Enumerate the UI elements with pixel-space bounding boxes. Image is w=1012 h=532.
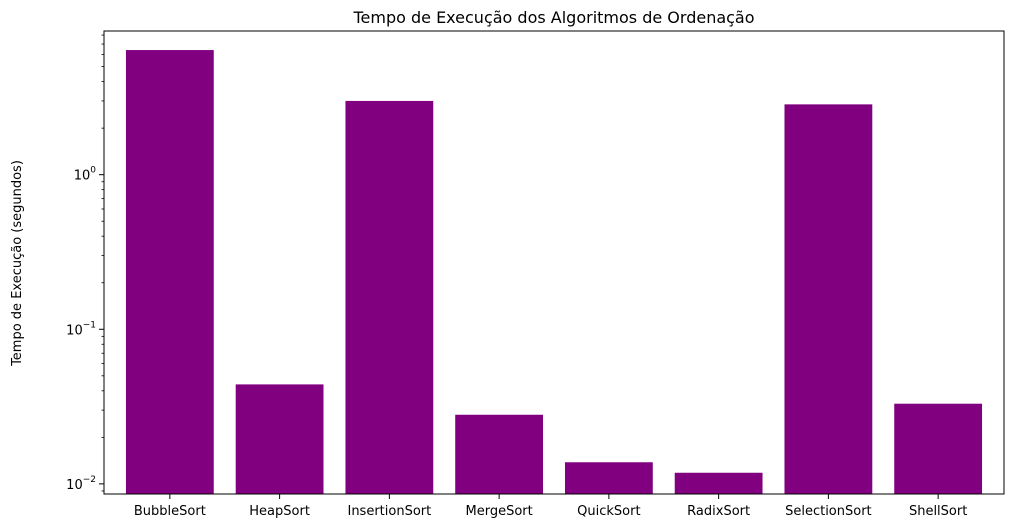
chart-title: Tempo de Execução dos Algoritmos de Orde…	[352, 8, 754, 27]
bar-shellsort	[894, 403, 983, 494]
x-tick-label: SelectionSort	[785, 504, 872, 519]
x-tick-label: ShellSort	[909, 504, 967, 519]
plot-frame	[103, 30, 1005, 495]
x-tick-label: MergeSort	[466, 504, 533, 519]
x-tick-label: QuickSort	[577, 504, 640, 519]
y-tick-label: 10−1	[66, 320, 96, 338]
x-tick-label: InsertionSort	[347, 504, 431, 519]
bar-mergesort	[455, 414, 544, 494]
bars-group	[125, 50, 983, 495]
x-tick-label: RadixSort	[687, 504, 750, 519]
bar-insertionsort	[345, 100, 434, 495]
x-tick-label: BubbleSort	[134, 504, 206, 519]
bar-radixsort	[674, 472, 763, 494]
bar-heapsort	[235, 384, 324, 494]
x-tick-label: HeapSort	[249, 504, 310, 519]
y-ticks-group: 10−2 10−1 100	[66, 34, 104, 493]
bar-selectionsort	[784, 104, 873, 495]
bar-quicksort	[564, 462, 653, 494]
x-ticks-group: BubbleSort HeapSort InsertionSort MergeSort…	[134, 494, 967, 519]
y-tick-label: 10−2	[66, 475, 96, 493]
y-tick-label: 100	[74, 166, 97, 184]
bar-bubblesort	[125, 50, 214, 495]
y-axis-label: Tempo de Execução (segundos)	[10, 160, 25, 367]
